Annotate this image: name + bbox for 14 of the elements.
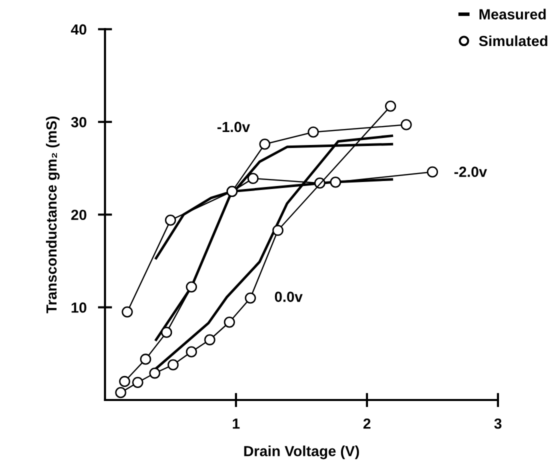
- y-tick-label: 10: [72, 302, 86, 313]
- x-tick-label: 3: [494, 418, 502, 429]
- annotation: -2.0v: [454, 166, 488, 177]
- legend-label: Measured: [480, 8, 546, 20]
- legend-label: Simulated: [478, 35, 548, 46]
- x-tick-label: 2: [363, 418, 370, 429]
- annotation: -1.0v: [217, 122, 250, 132]
- y-tick-label: 30: [71, 117, 86, 128]
- x-axis-title: Drain Voltage (V): [244, 446, 359, 460]
- x-tick-label: 1: [232, 418, 240, 429]
- y-tick-label: 20: [71, 210, 86, 220]
- y-tick-label: 40: [70, 24, 86, 35]
- y-axis-title: Transconductance gm₂ (mS): [46, 116, 60, 314]
- annotation: 0.0v: [274, 292, 303, 302]
